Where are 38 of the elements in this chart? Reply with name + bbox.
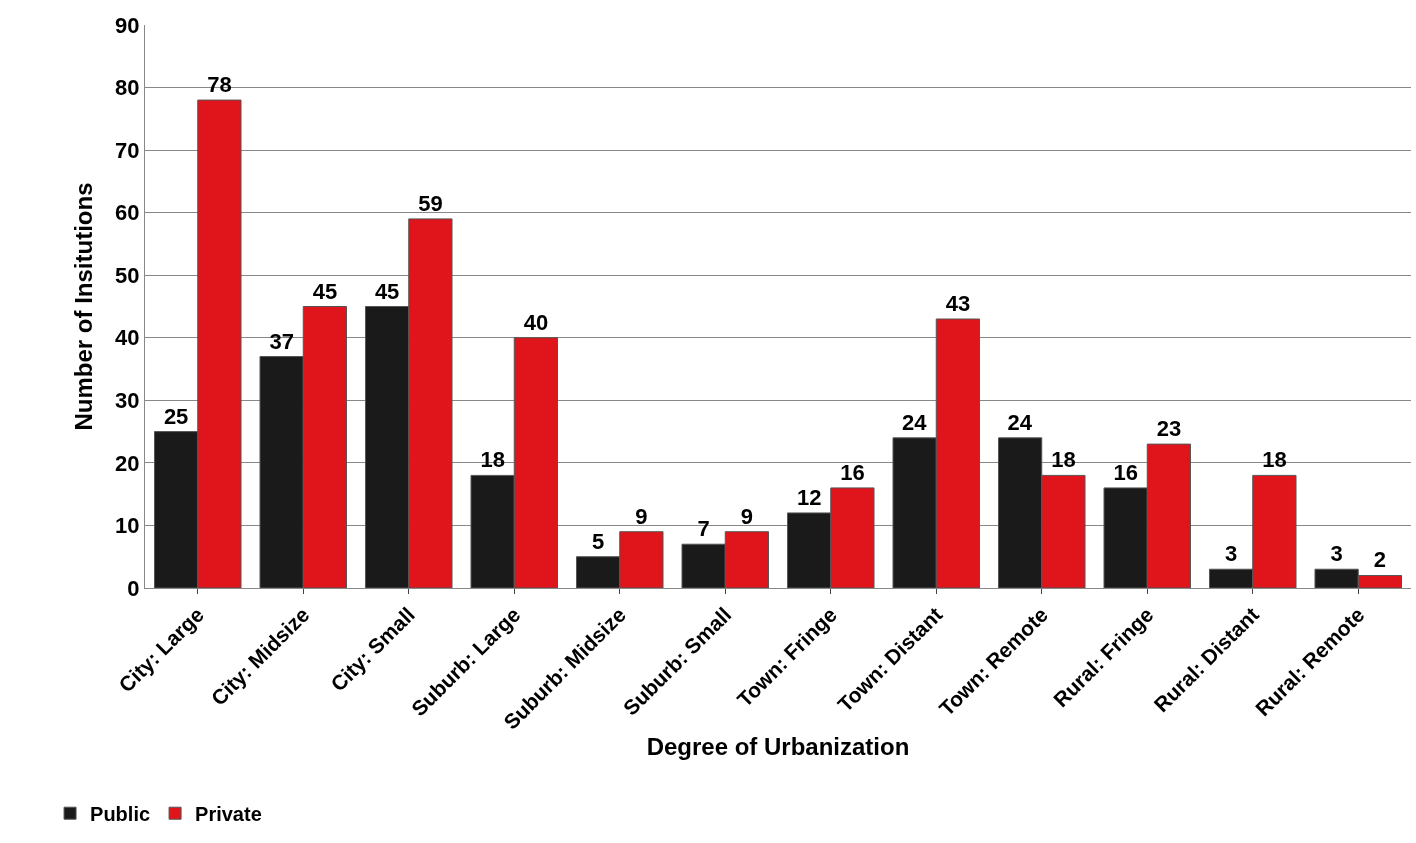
data-label: 3: [1330, 541, 1343, 567]
y-tick-label: 90: [115, 12, 140, 38]
data-label: 45: [374, 278, 400, 304]
y-tick-label: 60: [115, 200, 140, 226]
data-label: 7: [697, 516, 710, 542]
y-tick-label: 20: [115, 450, 140, 476]
data-label: 18: [1051, 447, 1076, 473]
data-label: 78: [207, 72, 232, 98]
y-tick-label: 40: [115, 325, 140, 351]
data-label: 37: [269, 328, 294, 354]
y-tick-label: 70: [115, 137, 140, 163]
y-tick-label: 30: [115, 388, 140, 414]
data-label: 24: [1007, 409, 1033, 435]
y-tick-label: 80: [115, 75, 140, 101]
data-label: 23: [1156, 416, 1182, 442]
y-axis-title: Number of Insitutions: [70, 182, 98, 431]
y-tick-label: 10: [115, 513, 140, 539]
data-label: 9: [740, 503, 754, 529]
data-label: 16: [840, 459, 865, 485]
data-label: 43: [945, 291, 971, 317]
data-label: 18: [1262, 447, 1287, 473]
data-label: 59: [418, 190, 443, 216]
data-label: 9: [635, 503, 648, 529]
data-label: 16: [1113, 459, 1138, 485]
legend-label: Public: [90, 803, 151, 825]
y-tick-label: 50: [115, 262, 140, 288]
data-label: 2: [1373, 547, 1387, 573]
y-tick-label: 0: [127, 575, 140, 601]
data-label: 3: [1224, 541, 1238, 567]
data-label: 18: [480, 447, 505, 473]
data-label: 5: [592, 528, 605, 554]
legend-label: Private: [195, 803, 262, 825]
data-label: 45: [312, 278, 338, 304]
data-label: 25: [163, 403, 189, 429]
data-label: 40: [523, 309, 549, 335]
x-axis-title: Degree of Urbanization: [646, 732, 910, 760]
data-label: 24: [902, 409, 928, 435]
data-label: 12: [796, 484, 822, 510]
